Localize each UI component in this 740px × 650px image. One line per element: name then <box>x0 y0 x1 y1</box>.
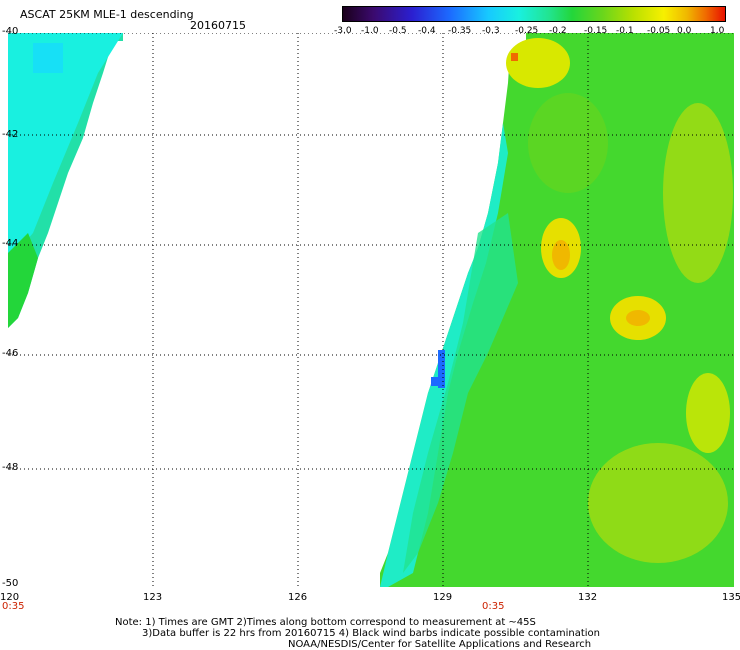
yellow-patch-north <box>506 38 570 88</box>
grid-lines <box>8 33 734 587</box>
colorbar-tick-label: -0.1 <box>616 26 634 36</box>
y-axis-label: -40 <box>2 26 19 37</box>
colorbar-tick-label: 1.0 <box>710 26 725 36</box>
yellow-green-south <box>588 443 728 563</box>
orange-core-east <box>626 310 650 326</box>
colorbar-tick-label: -0.35 <box>448 26 472 36</box>
y-axis-label: -46 <box>2 348 19 359</box>
x-axis-label: 126 <box>288 592 308 603</box>
y-axis-label: -50 <box>2 578 19 589</box>
y-axis-label: -42 <box>2 129 19 140</box>
orange-pixel-north <box>511 53 518 61</box>
blue-strip <box>438 350 445 388</box>
left-swath-deep-cyan <box>33 43 63 73</box>
colorbar-tick-label: -0.4 <box>418 26 436 36</box>
green-west-band <box>528 93 608 193</box>
colorbar-tick-label: -0.05 <box>647 26 671 36</box>
x-axis-label: 132 <box>578 592 598 603</box>
y-axis-label: -48 <box>2 462 19 473</box>
colorbar-tick-label: -1.0 <box>361 26 379 36</box>
colorbar-tick-label: 0.0 <box>677 26 692 36</box>
left-swath-cyan <box>8 33 123 263</box>
colorbar-tick-label: -0.25 <box>515 26 539 36</box>
orange-core-center <box>552 240 570 270</box>
map-date: 20160715 <box>190 19 246 32</box>
blue-pixel <box>431 377 438 386</box>
colorbar-tick-label: -0.2 <box>549 26 567 36</box>
yellow-green-east <box>663 103 733 283</box>
swath-map <box>8 33 734 587</box>
colorbar-tick-label: -0.3 <box>482 26 500 36</box>
x-axis-label: 123 <box>143 592 163 603</box>
x-axis-label: 129 <box>433 592 453 603</box>
map-title: ASCAT 25KM MLE-1 descending <box>20 8 194 21</box>
colorbar-tick-label: -0.15 <box>584 26 608 36</box>
note-line-1: Note: 1) Times are GMT 2)Times along bot… <box>115 617 536 628</box>
note-line-3: NOAA/NESDIS/Center for Satellite Applica… <box>288 639 592 650</box>
x-axis-label: 135 <box>722 592 740 603</box>
y-axis-label: -44 <box>2 238 19 249</box>
yellow-green-southeast <box>686 373 730 453</box>
right-swath-teal-band <box>403 213 518 573</box>
time-label-right: 0:35 <box>482 601 505 612</box>
colorbar-tick-label: -3.0 <box>334 26 352 36</box>
colorbar-tick-label: -0.5 <box>389 26 407 36</box>
time-label-left: 0:35 <box>2 601 25 612</box>
colorbar <box>342 6 726 22</box>
note-line-2: 3)Data buffer is 22 hrs from 20160715 4)… <box>142 628 600 639</box>
x-axis-label: 120 <box>0 592 20 603</box>
left-swath-green-edge <box>8 233 38 328</box>
